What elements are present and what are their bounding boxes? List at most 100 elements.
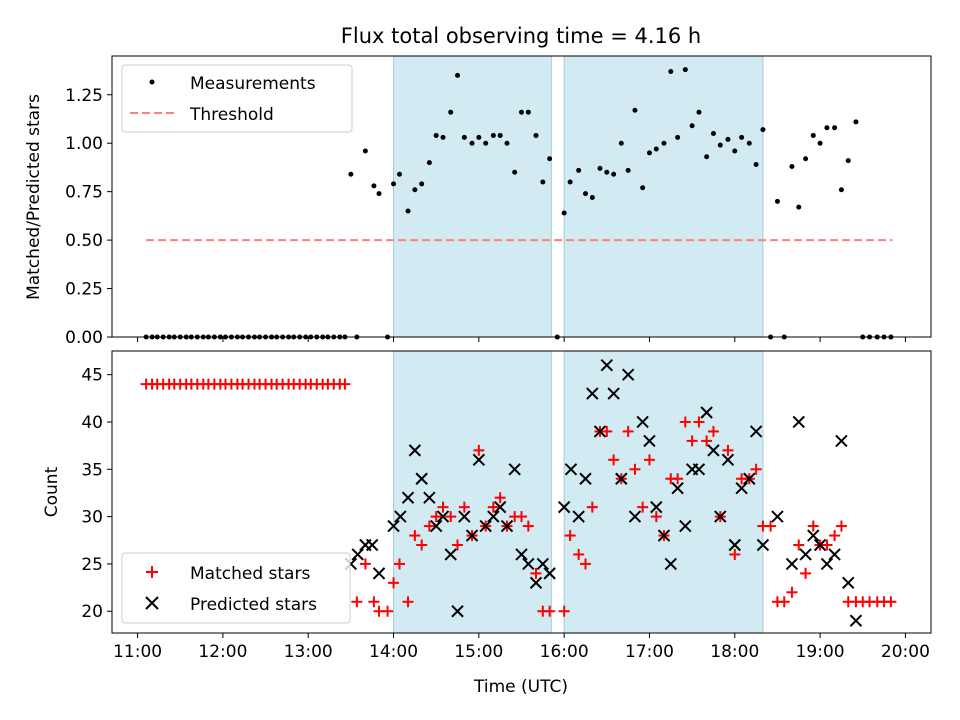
matched-star-point [885,596,897,608]
measurement-point [582,191,588,197]
matched-star-point [558,605,570,617]
count-ytick-label-4: 40 [81,413,103,433]
measurement-point [440,134,446,140]
matched-star-point [368,596,380,608]
predicted-star-point [615,472,628,485]
matched-star-point [643,454,655,466]
predicted-star-point [458,510,471,523]
predicted-star-point [479,519,492,533]
measurement-point [561,210,567,216]
predicted-star-point [835,434,848,448]
matched-star-point [701,435,713,447]
ratio-axis-ticks: 0.00 0.25 0.50 0.75 1.00 1.25 [65,86,906,348]
predicted-star-point [500,519,514,533]
ratio-y-axis-label: Matched/Predicted stars [24,94,44,300]
matched-star-point [351,596,363,608]
predicted-star-point [579,472,592,485]
measurement-point [490,132,496,138]
predicted-star-point [799,548,812,561]
predicted-star-stroke-b [515,548,528,561]
matched-star-point [402,596,414,608]
measurement-point [412,187,418,193]
count-xtick-label-5: 16:00 [540,642,589,662]
matched-star-point [494,492,506,504]
ratio-ytick-label-4: 1.00 [65,134,103,154]
predicted-star-stroke-b [522,557,535,571]
ratio-panel: 0.00 0.25 0.50 0.75 1.00 1.25 Matched/Predict… [24,55,932,348]
predicted-star-stroke-b [429,519,443,533]
matched-star-point [544,605,556,617]
measurement-point [653,146,659,152]
predicted-star-point [429,519,443,533]
predicted-star-point [451,605,464,618]
measurement-point [540,179,546,185]
matched-star-point [629,463,641,475]
measurement-point [689,123,695,129]
measurement-point [845,158,851,164]
predicted-star-stroke-b [657,529,671,542]
matched-star-point [707,425,719,437]
matched-star-point [800,567,812,579]
matched-star-point [473,444,485,456]
predicted-star-point [679,519,692,533]
predicted-star-stroke-b [500,519,514,533]
measurement-point [419,181,425,187]
count-legend: Matched stars Predicted stars [121,552,351,624]
count-ytick-label-5: 45 [81,366,103,386]
measurement-point [589,194,595,200]
measurement-point [547,156,553,162]
predicted-star-stroke-b [351,548,364,561]
count-y-axis-label: Count [42,466,62,517]
ratio-ytick-label-0: 0.00 [65,328,103,348]
predicted-star-stroke-b [813,538,827,552]
predicted-star-point [529,576,543,590]
predicted-star-stroke-b [465,529,479,542]
measurement-point [405,208,411,214]
measurement-point [632,107,638,113]
predicted-star-point [735,482,748,495]
measurement-point [567,179,573,185]
measurement-point [525,109,531,115]
matched-star-point [601,425,613,437]
observing-windows-bottom [393,350,764,634]
predicted-star-point [636,415,649,429]
predicted-star-stroke-b [849,614,863,627]
matched-star-point [339,378,351,390]
count-ytick-label-1: 25 [81,555,103,575]
matched-star-point [765,520,777,532]
matched-star-point [487,501,499,513]
predicted-star-stroke-b [636,415,649,429]
predicted-star-stroke-b [444,548,457,561]
predicted-star-stroke-b [387,519,400,533]
predicted-star-stroke-b [415,472,428,485]
matched-star-point [672,473,684,485]
matched-star-point [394,558,406,570]
predicted-star-stroke-b [679,519,692,533]
count-xtick-label-0: 11:00 [113,642,162,662]
predicted-star-point [515,548,528,561]
measurement-point [512,169,518,175]
predicted-star-point [586,387,599,400]
matched-star-point [786,586,798,598]
predicted-star-point [728,538,741,552]
predicted-star-stroke-b [536,557,550,571]
predicted-star-point [572,510,585,523]
predicted-star-stroke-b [735,482,748,495]
measurement-point [391,181,397,187]
predicted-star-stroke-b [728,538,741,552]
predicted-star-point [692,463,706,476]
legend-measurements-marker [149,79,155,85]
predicted-star-point [444,548,457,561]
matched-star-point [622,425,634,437]
matched-star-point [423,520,435,532]
measurement-point [469,140,475,146]
predicted-star-stroke-b [436,510,450,523]
measurement-point [519,109,524,115]
count-ytick-label-3: 35 [81,460,103,480]
predicted-star-point [707,444,720,457]
predicted-star-point [536,557,550,571]
ratio-panel-frame [111,55,932,338]
measurement-point [504,140,510,146]
measurement-point [732,148,738,154]
